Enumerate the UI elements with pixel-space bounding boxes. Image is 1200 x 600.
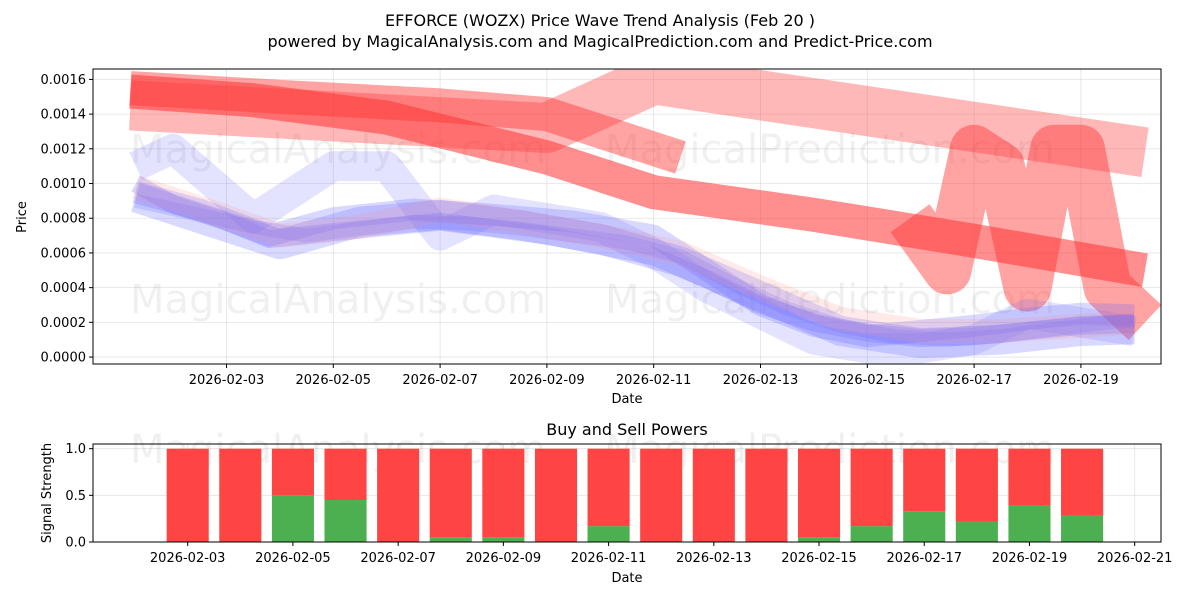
watermark-3: MagicalAnalysis.com (130, 277, 546, 323)
price-y-ticks: 0.0000 0.0002 0.0004 0.0006 0.0008 0.0010 0.00… (41, 73, 93, 366)
price-x-ticks: 2026-02-03 2026-02-05 2026-02-07 2026-02-09… (189, 364, 1119, 388)
sell-bar (1008, 448, 1051, 506)
buy-bar (903, 511, 946, 542)
buy-bar (587, 526, 630, 542)
x-tick-label: 2026-02-19 (1043, 373, 1119, 388)
price-y-axis-label: Price (15, 201, 30, 233)
signal-bars (166, 448, 1104, 542)
sell-bar (850, 448, 893, 527)
price-x-axis-label: Date (611, 392, 642, 407)
signal-y-axis-label: Signal Strength (40, 443, 55, 543)
signal-plot-frame (92, 443, 1162, 543)
x-tick-label: 2026-02-11 (616, 373, 692, 388)
signal-y-ticks: 0.0 0.5 1.0 (65, 442, 93, 551)
x-tick-label: 2026-02-13 (676, 551, 752, 566)
x-tick-label: 2026-02-11 (571, 551, 647, 566)
price-plot-frame (92, 68, 1162, 365)
sell-bar (640, 448, 683, 542)
chart-subtitle: powered by MagicalAnalysis.com and Magic… (267, 32, 932, 51)
series-blue-band-4 (134, 194, 1135, 347)
watermark-2: MagicalPrediction.com (605, 127, 1055, 173)
buy-bar (797, 537, 841, 542)
sell-bar (429, 448, 472, 538)
buy-bar (1008, 505, 1051, 542)
price-plot: MagicalAnalysis.com MagicalPrediction.co… (15, 68, 1162, 407)
series-blue-spike-wave (129, 133, 1137, 364)
buy-bar (429, 537, 472, 542)
x-tick-label: 2026-02-03 (189, 373, 265, 388)
x-tick-label: 2026-02-09 (466, 551, 542, 566)
y-tick-label: 0.0012 (41, 142, 87, 157)
series-pink-band (131, 175, 1136, 343)
x-tick-label: 2026-02-21 (1097, 551, 1173, 566)
x-tick-label: 2026-02-09 (509, 373, 585, 388)
x-tick-label: 2026-02-17 (936, 373, 1012, 388)
sell-bar (955, 448, 998, 522)
series-red-spike-wave (890, 124, 1161, 340)
sell-bar (219, 448, 262, 542)
y-tick-label: 0.0006 (41, 246, 87, 261)
x-tick-label: 2026-02-05 (296, 373, 372, 388)
x-tick-label: 2026-02-07 (402, 373, 478, 388)
signal-x-axis-label: Date (611, 571, 642, 586)
sell-bar (587, 448, 630, 527)
buy-bar (955, 521, 998, 542)
sell-bar (166, 448, 209, 542)
x-tick-label: 2026-02-15 (781, 551, 857, 566)
y-tick-label: 0.0 (65, 536, 86, 551)
y-tick-label: 0.0014 (41, 108, 87, 123)
sell-bar (324, 448, 367, 500)
series-red-wave-3 (129, 74, 1148, 288)
buy-bar (482, 537, 525, 542)
sell-bar (534, 448, 578, 542)
series-blue-band-2 (131, 175, 1135, 347)
y-tick-label: 1.0 (65, 442, 86, 457)
buy-bar (271, 495, 314, 542)
watermark-4: MagicalPrediction.com (605, 277, 1055, 323)
y-tick-label: 0.0004 (41, 281, 87, 296)
sell-bar (903, 448, 946, 512)
signal-x-ticks: 2026-02-03 2026-02-05 2026-02-07 2026-02-09… (150, 542, 1173, 566)
x-tick-label: 2026-02-17 (886, 551, 962, 566)
chart-title: EFFORCE (WOZX) Price Wave Trend Analysis… (385, 11, 815, 30)
sell-bar (271, 448, 314, 496)
buy-bar (324, 500, 367, 542)
y-tick-label: 0.0010 (41, 177, 87, 192)
signal-plot: Buy and Sell Powers MagicalAnalysis.com … (40, 420, 1172, 586)
y-tick-label: 0.0000 (41, 351, 87, 366)
y-tick-label: 0.0008 (41, 212, 87, 227)
sell-bar (1061, 448, 1104, 516)
x-tick-label: 2026-02-15 (830, 373, 906, 388)
x-tick-label: 2026-02-19 (992, 551, 1068, 566)
sell-bar (377, 448, 420, 542)
series-blue-band-3 (131, 183, 1135, 359)
series-blue-band-1 (132, 181, 1135, 348)
sell-bar (797, 448, 841, 538)
x-tick-label: 2026-02-05 (255, 551, 331, 566)
sell-bar (482, 448, 525, 538)
signal-title: Buy and Sell Powers (546, 420, 708, 439)
y-tick-label: 0.0016 (41, 73, 87, 88)
x-tick-label: 2026-02-07 (360, 551, 436, 566)
price-series (129, 69, 1161, 364)
sell-bar (692, 448, 735, 542)
sell-bar (745, 448, 788, 542)
y-tick-label: 0.0002 (41, 316, 87, 331)
y-tick-label: 0.5 (65, 489, 86, 504)
x-tick-label: 2026-02-03 (150, 551, 226, 566)
buy-bar (1061, 515, 1104, 542)
x-tick-label: 2026-02-13 (723, 373, 799, 388)
buy-bar (850, 526, 893, 542)
